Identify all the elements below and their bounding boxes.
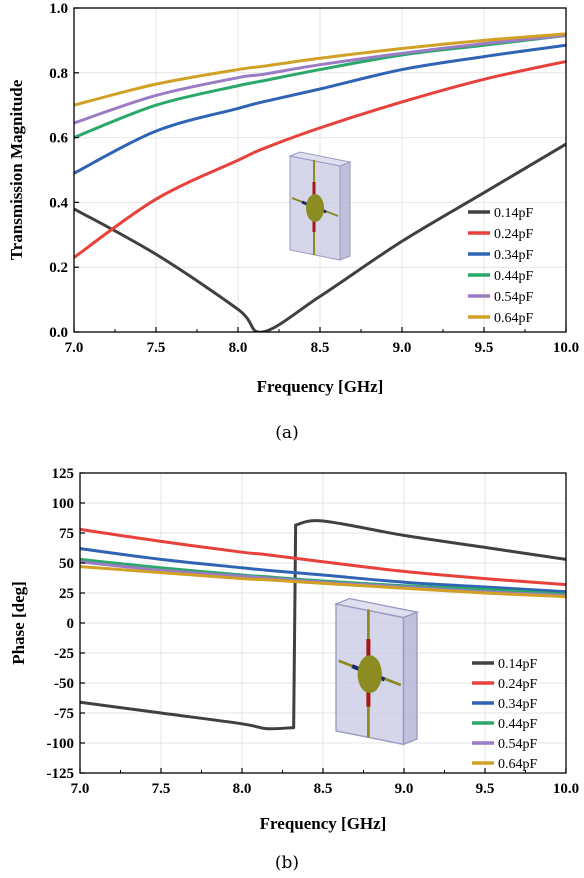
- series-line-0.14pF: [74, 142, 566, 332]
- legend-label: 0.34pF: [494, 248, 534, 263]
- y-tick-label: 75: [59, 526, 74, 542]
- y-tick-label: 100: [52, 496, 75, 512]
- panel-caption: (b): [275, 853, 299, 873]
- unit-cell-illustration: [333, 597, 420, 746]
- legend-label: 0.64pF: [498, 757, 538, 772]
- x-axis-label: Frequency [GHz]: [257, 377, 384, 396]
- series-line-0.64pF: [80, 565, 566, 599]
- x-axis-label: Frequency [GHz]: [260, 814, 387, 833]
- x-tick-label: 8.5: [311, 340, 330, 356]
- y-tick-label: 0.6: [49, 131, 68, 147]
- ticks: 7.0 7.5 8.0 8.5 9.0 9.5 10.0 0.0 0.2 0.4 0.6 0.8 1.0: [49, 1, 579, 356]
- series-line-0.24pF: [80, 527, 566, 587]
- series-line-0.34pF: [74, 43, 566, 175]
- y-tick-label: -125: [47, 766, 75, 782]
- y-tick-label: 0.2: [49, 260, 68, 276]
- series-line-0.14pF: [80, 519, 566, 731]
- y-tick-label: 125: [52, 466, 75, 482]
- legend-label: 0.54pF: [498, 737, 538, 752]
- x-tick-label: 7.0: [65, 340, 84, 356]
- ticks: 7.0 7.5 8.0 8.5 9.0 9.5 10.0 125 100 75 50 25 0 -25 -5…: [47, 466, 580, 797]
- substrate-top: [288, 151, 352, 167]
- patch-ellipse: [306, 194, 324, 222]
- y-axis-label: Phase [deg]: [9, 581, 28, 665]
- substrate-top: [333, 597, 420, 619]
- legend-label: 0.44pF: [494, 269, 534, 284]
- legend-label: 0.34pF: [498, 697, 538, 712]
- y-tick-label: -75: [54, 706, 74, 722]
- series-lines: [74, 32, 566, 332]
- y-tick-label: 0.0: [49, 325, 68, 341]
- x-tick-label: 10.0: [553, 781, 579, 797]
- legend-label: 0.64pF: [494, 311, 534, 326]
- x-tick-label: 7.5: [152, 781, 171, 797]
- series-line-0.24pF: [74, 59, 566, 259]
- y-tick-label: 25: [59, 586, 74, 602]
- legend: 0.14pF 0.24pF 0.34pF 0.44pF 0.54pF 0.64pF: [472, 657, 538, 772]
- x-tick-label: 9.5: [476, 781, 495, 797]
- panel-caption: (a): [275, 423, 298, 443]
- chart-a: 7.0 7.5 8.0 8.5 9.0 9.5 10.0 0.0 0.2 0.4 0.6 0.8 1.0…: [7, 1, 579, 443]
- legend-label: 0.14pF: [494, 206, 534, 221]
- x-tick-label: 8.5: [314, 781, 333, 797]
- unit-cell-illustration: [288, 151, 352, 261]
- series-line-0.64pF: [74, 32, 566, 107]
- y-tick-label: 0: [67, 616, 75, 632]
- y-tick-label: 0.8: [49, 66, 68, 82]
- x-tick-label: 10.0: [553, 340, 579, 356]
- legend-label: 0.44pF: [498, 717, 538, 732]
- series-lines: [80, 519, 566, 731]
- y-tick-label: 50: [59, 556, 74, 572]
- y-tick-label: -100: [47, 736, 75, 752]
- y-tick-label: -50: [54, 676, 74, 692]
- legend-label: 0.14pF: [498, 657, 538, 672]
- series-line-0.34pF: [80, 547, 566, 594]
- legend-label: 0.54pF: [494, 290, 534, 305]
- substrate-side: [339, 161, 351, 261]
- substrate-side: [402, 611, 418, 746]
- y-tick-label: 1.0: [49, 1, 68, 17]
- y-tick-label: -25: [54, 646, 74, 662]
- patch-ellipse: [357, 655, 382, 694]
- grid: [79, 472, 567, 774]
- legend: 0.14pF 0.24pF 0.34pF 0.44pF 0.54pF 0.64pF: [468, 206, 534, 326]
- legend-label: 0.24pF: [494, 227, 534, 242]
- x-tick-label: 9.5: [475, 340, 494, 356]
- chart-b: 7.0 7.5 8.0 8.5 9.0 9.5 10.0 125 100 75 50 25 0 -25 -5…: [9, 466, 579, 873]
- x-tick-label: 7.0: [71, 781, 90, 797]
- legend-label: 0.24pF: [498, 677, 538, 692]
- y-tick-label: 0.4: [49, 195, 68, 211]
- series-line-0.54pF: [74, 34, 566, 125]
- y-axis-label: Transmission Magnitude: [7, 79, 26, 260]
- x-tick-label: 9.0: [393, 340, 412, 356]
- x-tick-label: 7.5: [147, 340, 166, 356]
- x-tick-label: 9.0: [395, 781, 414, 797]
- series-line-0.44pF: [74, 34, 566, 139]
- x-tick-label: 8.0: [229, 340, 248, 356]
- x-tick-label: 8.0: [233, 781, 252, 797]
